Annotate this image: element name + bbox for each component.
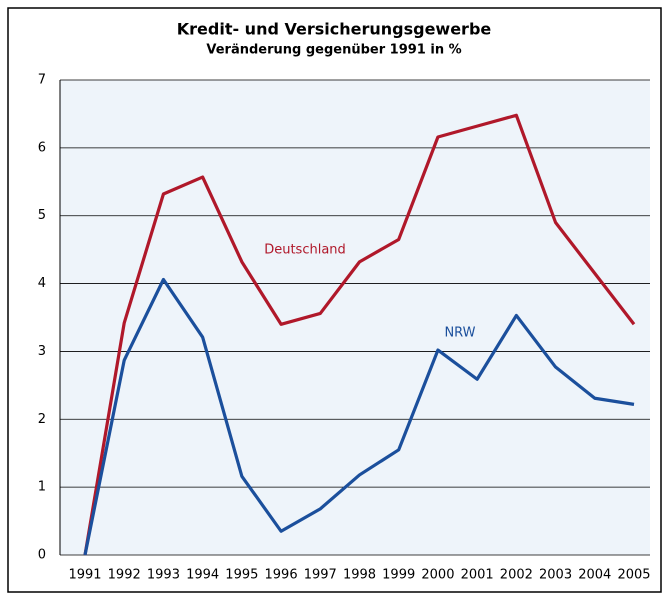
x-tick-label: 1996 — [265, 568, 298, 583]
x-tick-label: 2003 — [539, 568, 572, 583]
x-tick-label: 1999 — [382, 568, 415, 583]
y-tick-label: 5 — [38, 208, 46, 223]
x-tick-label: 1997 — [304, 568, 337, 583]
x-tick-label: 1994 — [186, 568, 219, 583]
x-tick-label: 2001 — [461, 568, 494, 583]
y-tick-label: 4 — [38, 276, 46, 291]
y-tick-label: 2 — [38, 412, 46, 427]
x-tick-label: 2002 — [500, 568, 533, 583]
x-tick-label: 1998 — [343, 568, 376, 583]
chart-title: Kredit- und Versicherungsgewerbe — [177, 20, 492, 39]
x-tick-label: 1991 — [68, 568, 101, 583]
y-tick-label: 0 — [38, 548, 46, 563]
x-tick-label: 2004 — [578, 568, 611, 583]
x-tick-label: 1992 — [108, 568, 141, 583]
y-tick-label: 6 — [38, 140, 46, 155]
y-tick-label: 7 — [38, 73, 46, 88]
x-tick-label: 2005 — [617, 568, 650, 583]
series-label: Deutschland — [264, 243, 346, 258]
x-tick-label: 1993 — [147, 568, 180, 583]
series-line — [83, 277, 635, 556]
x-tick-label: 2000 — [421, 568, 454, 583]
plot-area — [60, 80, 650, 555]
series-line — [83, 113, 636, 556]
chart-subtitle: Veränderung gegenüber 1991 in % — [206, 43, 461, 58]
y-tick-label: 3 — [38, 344, 46, 359]
series-label: NRW — [444, 326, 475, 341]
y-tick-label: 1 — [38, 480, 46, 495]
x-tick-label: 1995 — [225, 568, 258, 583]
